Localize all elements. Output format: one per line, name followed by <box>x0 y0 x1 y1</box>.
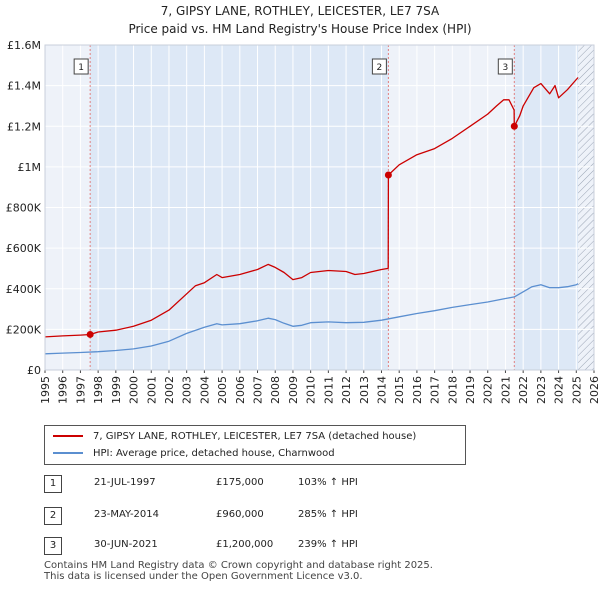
y-tick-label: £1M <box>18 161 42 174</box>
x-tick-label: 1996 <box>57 376 70 404</box>
y-tick-label: £200K <box>6 323 42 336</box>
legend-label-hpi: HPI: Average price, detached house, Char… <box>93 447 335 459</box>
x-tick-label: 2022 <box>517 376 530 404</box>
x-tick-label: 2014 <box>375 376 388 404</box>
hpi-line <box>44 283 579 355</box>
sale-number-label: 2 <box>377 63 383 73</box>
sale-number-box <box>73 58 89 75</box>
transaction-price: £1,200,000 <box>216 539 274 550</box>
x-tick-label: 2011 <box>322 376 335 404</box>
x-tick-label: 2005 <box>216 376 229 404</box>
y-tick-label: £400K <box>6 283 42 296</box>
x-tick-label: 2016 <box>411 376 424 404</box>
x-tick-label: 2004 <box>198 376 211 404</box>
x-tick-label: 2018 <box>446 376 459 404</box>
x-tick-label: 1998 <box>92 376 105 404</box>
transaction-row: 3 30-JUN-2021 £1,200,000 239% ↑ HPI <box>44 537 444 555</box>
x-tick-label: 2023 <box>535 376 548 404</box>
transaction-number: 1 <box>44 475 62 493</box>
legend-swatch-property <box>53 435 83 437</box>
x-tick-label: 1999 <box>110 376 123 404</box>
sale-point <box>384 171 392 179</box>
sale-point <box>86 330 94 338</box>
transaction-row: 1 21-JUL-1997 £175,000 103% ↑ HPI <box>44 475 444 493</box>
y-tick-label: £0 <box>27 364 41 377</box>
x-tick-label: 2019 <box>464 376 477 404</box>
transaction-hpi-change: 103% ↑ HPI <box>298 477 358 488</box>
transaction-number: 3 <box>44 537 62 555</box>
x-tick-label: 2021 <box>499 376 512 404</box>
x-tick-label: 2000 <box>128 376 141 404</box>
y-tick-label: £1.4M <box>7 80 41 93</box>
chart-legend: 7, GIPSY LANE, ROTHLEY, LEICESTER, LE7 7… <box>44 425 466 465</box>
x-tick-label: 2007 <box>252 376 265 404</box>
transaction-date: 23-MAY-2014 <box>94 509 160 520</box>
legend-item-hpi: HPI: Average price, detached house, Char… <box>53 445 335 461</box>
x-tick-label: 1997 <box>74 376 87 404</box>
y-tick-label: £1.2M <box>7 120 41 133</box>
property-price-line <box>44 77 579 338</box>
x-tick-label: 2015 <box>393 376 406 404</box>
x-tick-label: 2026 <box>588 376 600 404</box>
x-tick-label: 2002 <box>163 376 176 404</box>
attribution: Contains HM Land Registry data © Crown c… <box>44 560 433 582</box>
transaction-price: £175,000 <box>216 477 264 488</box>
x-tick-label: 2010 <box>305 376 318 404</box>
chart-subtitle: Price paid vs. HM Land Registry's House … <box>128 22 472 36</box>
transaction-hpi-change: 285% ↑ HPI <box>298 509 358 520</box>
sale-number-box <box>497 58 513 75</box>
y-tick-label: £800K <box>6 202 42 215</box>
legend-item-property: 7, GIPSY LANE, ROTHLEY, LEICESTER, LE7 7… <box>53 428 416 444</box>
x-tick-label: 2013 <box>358 376 371 404</box>
transaction-row: 2 23-MAY-2014 £960,000 285% ↑ HPI <box>44 507 444 525</box>
chart-title: 7, GIPSY LANE, ROTHLEY, LEICESTER, LE7 7… <box>160 4 440 18</box>
sale-point <box>510 122 518 130</box>
x-tick-label: 2003 <box>181 376 194 404</box>
transaction-date: 21-JUL-1997 <box>94 477 156 488</box>
transaction-date: 30-JUN-2021 <box>94 539 158 550</box>
attribution-line-1: Contains HM Land Registry data © Crown c… <box>44 560 433 571</box>
sale-number-box <box>371 58 387 75</box>
sale-number-label: 3 <box>502 63 508 73</box>
y-tick-label: £1.6M <box>7 39 41 52</box>
price-chart: 1 2 3 £0 £200K £400K £600K £800K £1M £1.2M £1.4M £1… <box>6 39 600 404</box>
x-tick-label: 2025 <box>570 376 583 404</box>
x-tick-label: 2009 <box>287 376 300 404</box>
plot-border <box>44 44 595 371</box>
legend-label-property: 7, GIPSY LANE, ROTHLEY, LEICESTER, LE7 7… <box>93 430 417 442</box>
attribution-line-2: This data is licensed under the Open Gov… <box>44 571 363 582</box>
transaction-number: 2 <box>44 507 62 525</box>
x-tick-label: 2008 <box>269 376 282 404</box>
x-tick-label: 2020 <box>482 376 495 404</box>
legend-swatch-hpi <box>53 452 83 454</box>
x-tick-label: 2006 <box>234 376 247 404</box>
y-tick-label: £600K <box>6 242 42 255</box>
x-tick-label: 2024 <box>553 376 566 404</box>
sale-number-label: 1 <box>78 63 84 73</box>
x-tick-label: 2012 <box>340 376 353 404</box>
transaction-price: £960,000 <box>216 509 264 520</box>
x-tick-label: 2017 <box>429 376 442 404</box>
transaction-hpi-change: 239% ↑ HPI <box>298 539 358 550</box>
x-tick-label: 1995 <box>39 376 52 404</box>
x-tick-label: 2001 <box>145 376 158 404</box>
